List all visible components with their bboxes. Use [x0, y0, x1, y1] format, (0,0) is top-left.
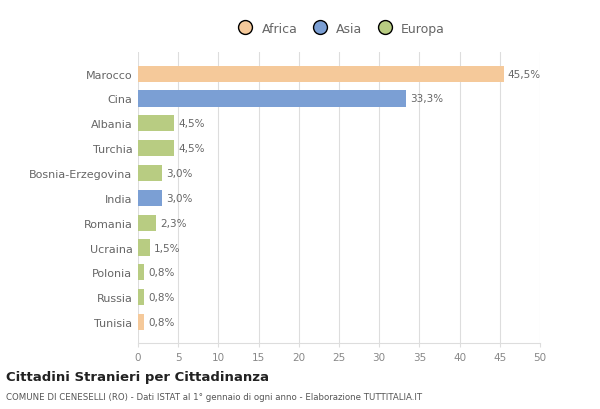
Text: 3,0%: 3,0% [166, 193, 193, 203]
Bar [138, 190, 162, 207]
Text: 2,3%: 2,3% [161, 218, 187, 228]
Bar [138, 240, 150, 256]
Text: 0,8%: 0,8% [148, 317, 175, 327]
Bar [138, 265, 145, 281]
Legend: Africa, Asia, Europa: Africa, Asia, Europa [229, 19, 449, 39]
Text: 4,5%: 4,5% [178, 144, 205, 154]
Bar [138, 116, 174, 132]
Bar [138, 91, 406, 107]
Text: Cittadini Stranieri per Cittadinanza: Cittadini Stranieri per Cittadinanza [6, 371, 269, 383]
Bar [138, 141, 174, 157]
Bar [138, 290, 145, 306]
Bar [138, 166, 162, 182]
Text: 4,5%: 4,5% [178, 119, 205, 129]
Bar [138, 314, 145, 330]
Text: 45,5%: 45,5% [508, 70, 541, 79]
Text: 0,8%: 0,8% [148, 292, 175, 303]
Text: COMUNE DI CENESELLI (RO) - Dati ISTAT al 1° gennaio di ogni anno - Elaborazione : COMUNE DI CENESELLI (RO) - Dati ISTAT al… [6, 392, 422, 401]
Text: 33,3%: 33,3% [410, 94, 443, 104]
Text: 3,0%: 3,0% [166, 169, 193, 179]
Text: 0,8%: 0,8% [148, 268, 175, 278]
Text: 1,5%: 1,5% [154, 243, 181, 253]
Bar [138, 66, 504, 83]
Bar [138, 215, 157, 231]
